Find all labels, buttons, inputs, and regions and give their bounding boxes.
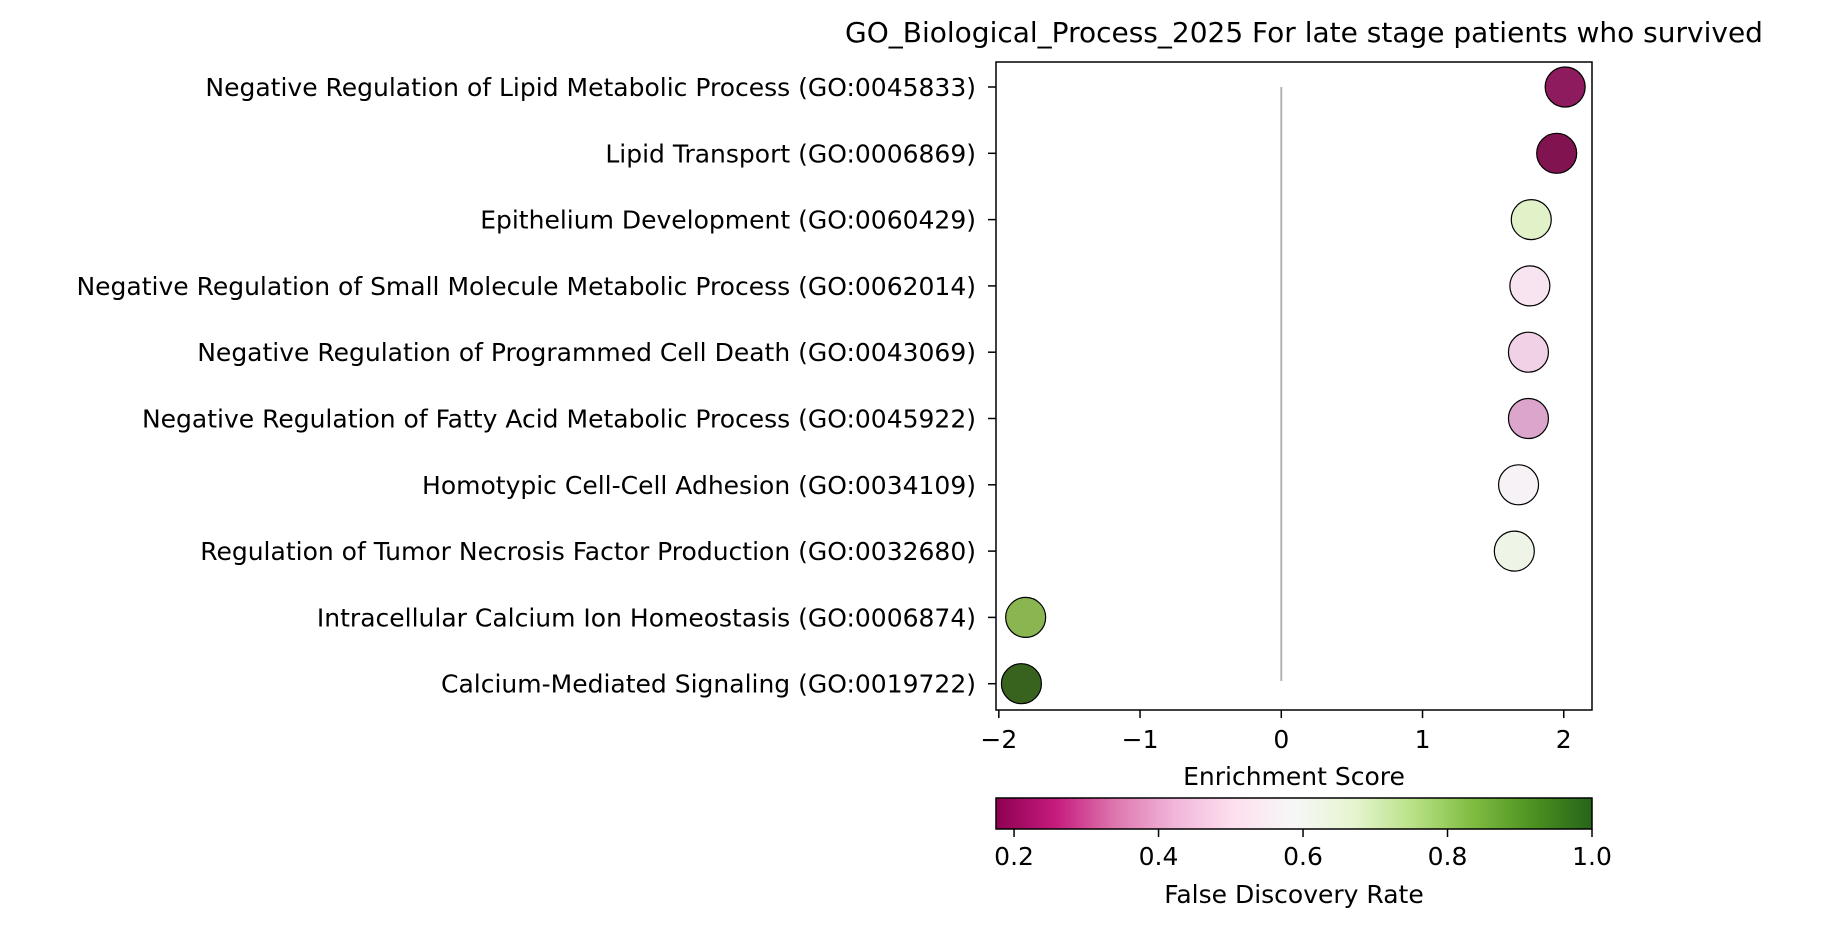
x-tick-label: −1 [1122,725,1159,754]
colorbar-label: False Discovery Rate [1164,880,1424,909]
data-point [1536,132,1578,174]
x-axis-label: Enrichment Score [1183,762,1405,791]
y-tick-label: Lipid Transport (GO:0006869) [605,139,976,168]
data-point [1507,397,1550,440]
colorbar-ticks: 0.2 0.4 0.6 0.8 1.0 [994,829,1612,871]
colorbar-tick-label: 1.0 [1572,842,1612,871]
colorbar-tick-label: 0.4 [1139,842,1179,871]
x-axis-ticks: −2 −1 0 1 2 [980,710,1572,754]
y-tick-label: Regulation of Tumor Necrosis Factor Prod… [200,537,976,566]
y-axis-labels: Negative Regulation of Lipid Metabolic P… [76,73,996,699]
x-tick-label: −2 [980,725,1017,754]
colorbar-tick-label: 0.8 [1428,842,1468,871]
x-tick-label: 1 [1415,725,1431,754]
y-tick-label: Negative Regulation of Lipid Metabolic P… [205,73,976,102]
x-tick-label: 0 [1273,725,1289,754]
data-points [1000,66,1586,705]
plot-frame [995,61,1593,711]
data-point [1005,596,1047,639]
data-point [1493,530,1535,572]
chart-title: GO_Biological_Process_2025 For late stag… [845,16,1763,49]
plot-area [995,61,1593,711]
y-tick-label: Intracellular Calcium Ion Homeostasis (G… [317,603,976,632]
x-tick-label: 2 [1556,725,1572,754]
y-tick-label: Negative Regulation of Fatty Acid Metabo… [142,405,976,434]
y-tick-label: Epithelium Development (GO:0060429) [480,206,976,235]
y-tick-label: Calcium-Mediated Signaling (GO:0019722) [441,670,976,699]
y-tick-label: Homotypic Cell-Cell Adhesion (GO:0034109… [422,471,976,500]
colorbar-tick-label: 0.6 [1283,842,1323,871]
data-point [1507,331,1550,373]
colorbar [995,797,1593,830]
data-point [1544,66,1586,108]
data-point [1497,464,1540,506]
y-tick-label: Negative Regulation of Small Molecule Me… [76,272,976,301]
y-tick-label: Negative Regulation of Programmed Cell D… [197,338,976,367]
colorbar-gradient [995,797,1593,830]
colorbar-tick-label: 0.2 [994,842,1034,871]
data-point [1509,265,1551,307]
data-point [1510,199,1552,241]
data-point [1000,663,1043,705]
